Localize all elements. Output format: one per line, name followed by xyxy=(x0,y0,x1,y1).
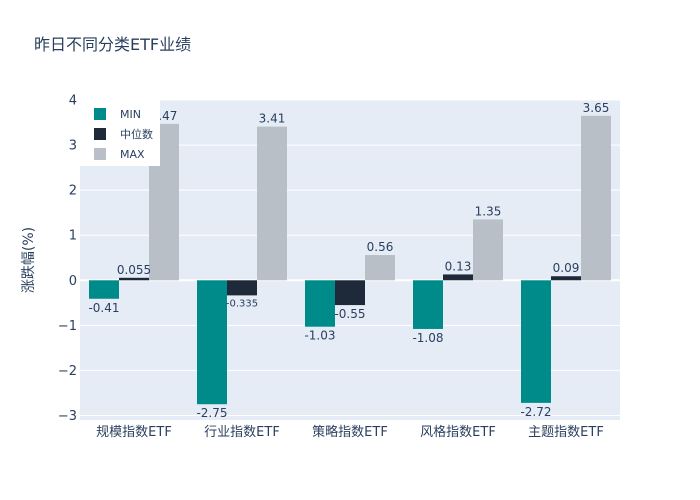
y-tick-label: −2 xyxy=(58,364,77,379)
data-label: 3.65 xyxy=(583,101,610,115)
legend-entry: MIN xyxy=(120,108,141,121)
bar xyxy=(305,280,335,327)
y-tick-label: −1 xyxy=(58,319,77,334)
bar xyxy=(227,280,257,296)
bar xyxy=(521,280,551,403)
data-label: -0.41 xyxy=(88,301,119,315)
bar xyxy=(365,255,395,281)
legend-entry: 中位数 xyxy=(120,127,153,141)
y-tick-label: 2 xyxy=(69,184,77,199)
legend-background xyxy=(80,100,160,166)
data-label: 0.09 xyxy=(553,261,580,275)
bar xyxy=(197,280,227,405)
data-label: 0.13 xyxy=(445,259,472,273)
x-tick-label: 规模指数ETF xyxy=(96,425,172,440)
x-axis-ticks: 规模指数ETF 行业指数ETF 策略指数ETF 风格指数ETF 主题指数ETF xyxy=(96,424,604,440)
bars xyxy=(89,115,611,405)
data-label: -0.335 xyxy=(226,298,258,309)
bar xyxy=(335,280,365,306)
y-axis-title: 涨跌幅(%) xyxy=(21,227,37,293)
y-tick-label: 4 xyxy=(69,94,77,109)
x-tick-label: 策略指数ETF xyxy=(312,424,388,440)
data-label: -0.55 xyxy=(334,307,365,321)
data-label: -1.08 xyxy=(412,331,443,345)
y-tick-label: 1 xyxy=(69,229,77,244)
x-tick-label: 风格指数ETF xyxy=(420,424,496,440)
data-label: 1.35 xyxy=(475,204,502,218)
bar xyxy=(257,126,287,281)
legend-swatch xyxy=(94,108,106,120)
chart-title: 昨日不同分类ETF业绩 xyxy=(34,35,191,54)
x-tick-label: 行业指数ETF xyxy=(204,425,280,440)
y-tick-label: 3 xyxy=(69,139,77,154)
y-axis-ticks: 4 3 2 1 0 −1 −2 −3 xyxy=(58,94,77,424)
data-label: -1.03 xyxy=(304,329,335,343)
bar xyxy=(443,274,473,281)
data-label: 0.56 xyxy=(367,240,394,254)
legend: MIN 中位数 MAX xyxy=(80,100,160,166)
bar xyxy=(89,280,119,299)
y-tick-label: 0 xyxy=(69,274,77,289)
bar xyxy=(473,219,503,281)
legend-swatch xyxy=(94,128,106,140)
data-label: 3.41 xyxy=(259,112,286,126)
y-tick-label: −3 xyxy=(58,409,77,424)
legend-swatch xyxy=(94,148,106,160)
legend-entry: MAX xyxy=(120,148,145,161)
bar xyxy=(581,115,611,281)
data-label: 0.055 xyxy=(117,263,151,277)
data-label: -2.72 xyxy=(520,405,551,419)
data-labels: -0.410.0553.47-2.75-0.3353.41-1.03-0.550… xyxy=(88,101,609,420)
bar xyxy=(551,276,581,281)
bar xyxy=(119,277,149,281)
bar xyxy=(413,280,443,329)
data-label: -2.75 xyxy=(196,406,227,420)
x-tick-label: 主题指数ETF xyxy=(528,425,604,440)
